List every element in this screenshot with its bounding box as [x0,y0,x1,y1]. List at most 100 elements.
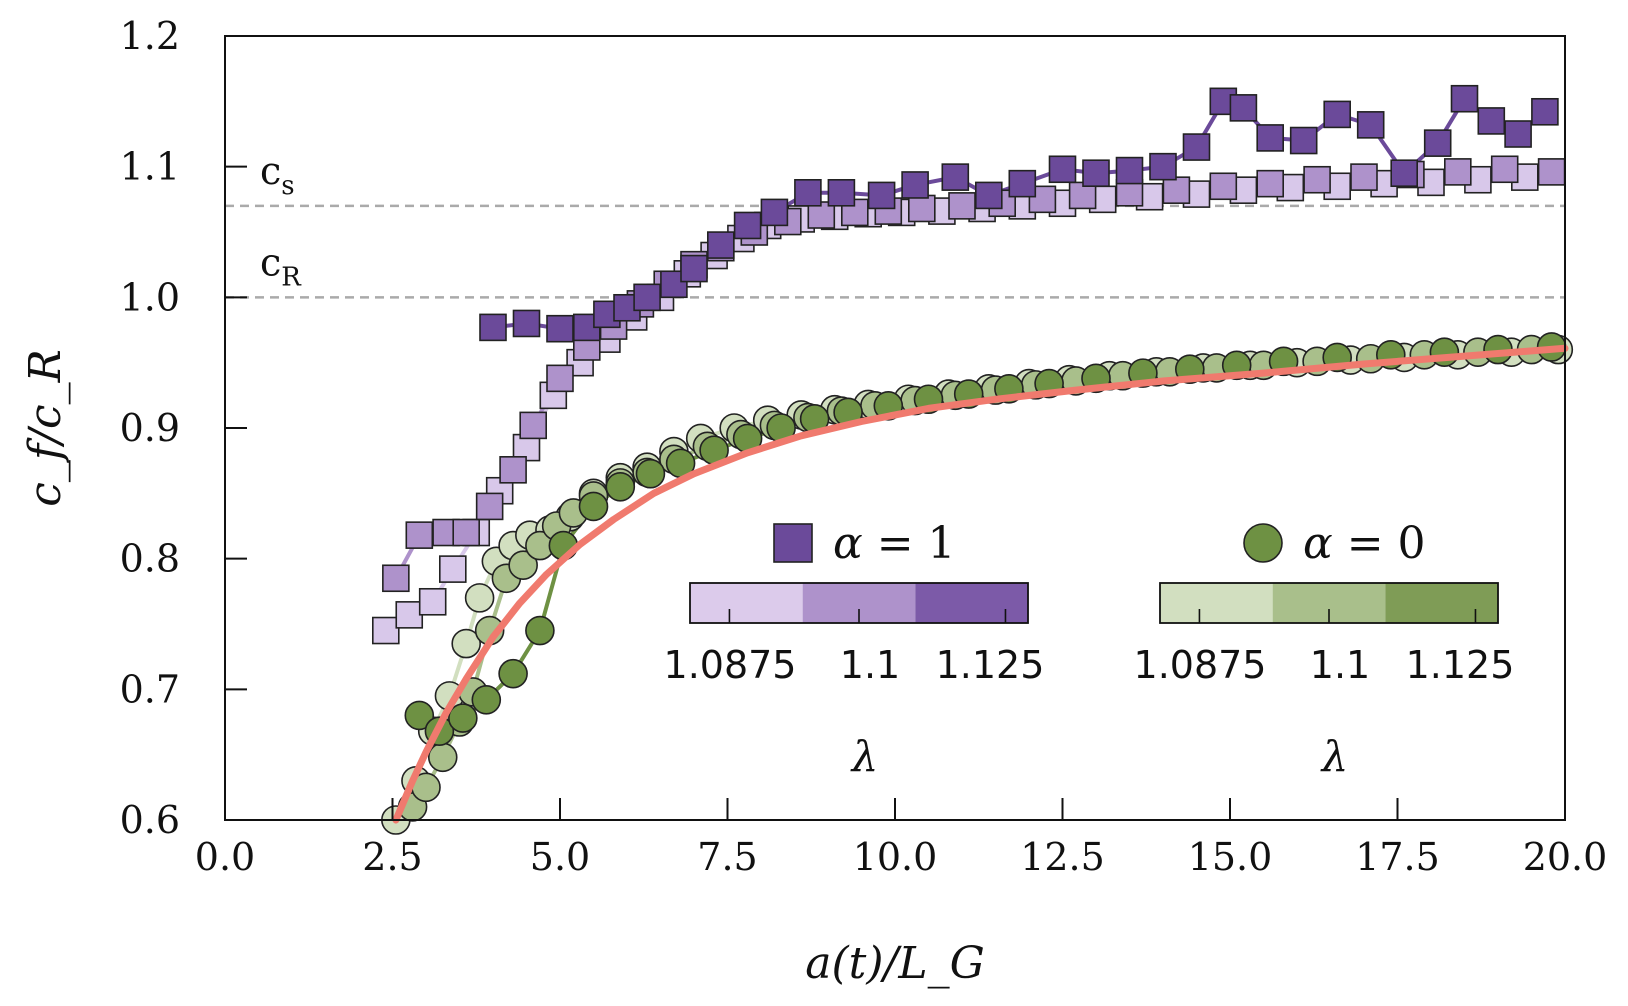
colorbar-title: λ [850,732,879,781]
data-point [1115,156,1144,185]
data-point [827,179,856,207]
reference-label-R: cR [260,240,302,292]
colorbar-title: λ [1320,732,1349,781]
series-line-circle-1.1 [410,347,1532,809]
data-point [438,555,467,583]
data-point [974,181,1003,210]
y-tick-label: 1.2 [120,14,180,58]
legend-label: α = 0 [1303,518,1426,569]
data-point [546,364,574,393]
data-point [760,198,789,227]
x-tick-label: 5.0 [530,835,590,879]
data-point [605,471,636,502]
x-tick-label: 12.5 [1020,835,1105,879]
data-point [1429,337,1460,368]
data-point [1048,155,1077,184]
legend-marker-square [773,523,813,563]
data-point [680,254,708,283]
data-point [907,194,936,223]
data-point [508,550,538,581]
legend-label: α = 1 [833,518,956,569]
y-tick-label: 1.0 [120,275,180,319]
colorbar-segment [690,583,803,623]
colorbar-tick-label: 1.0875 [664,643,797,687]
reference-labels: cs cR [260,149,302,292]
data-point [1323,100,1351,129]
colorbar-tick-label: 1.0875 [1134,643,1267,687]
y-tick-label: 0.7 [120,667,180,711]
data-point [479,313,507,342]
data-point [1008,169,1037,198]
x-tick-label: 0.0 [195,835,255,879]
data-point [1504,120,1532,148]
data-point [418,587,447,616]
colorbar-tick-label: 1.1 [840,643,900,687]
data-point [794,179,822,207]
data-point [1356,111,1385,139]
data-point [1229,94,1258,122]
y-tick-label: 0.9 [120,406,180,450]
data-point [1209,172,1238,201]
legend: α = 1 α = 0 [773,518,1426,569]
colorbar-tick-label: 1.125 [1406,643,1515,687]
data-point [498,658,528,689]
data-point [867,181,896,210]
y-tick-label: 1.1 [120,145,180,189]
data-points [371,84,1574,835]
data-point [1450,84,1479,113]
y-axis-title: c_f/c_R [20,349,71,507]
data-point [1162,176,1191,204]
data-point [395,601,424,629]
data-point [733,211,762,240]
data-point [382,564,410,593]
data-point [452,518,481,547]
data-point [1082,159,1110,187]
data-point [427,742,458,773]
data-point [1350,163,1378,191]
data-point [1390,159,1418,187]
data-point [1289,126,1318,155]
data-point [1423,129,1452,157]
data-point [1256,124,1284,152]
colorbar-tick-label: 1.125 [936,643,1045,687]
colorbar-segment [1385,583,1498,623]
legend-marker-circle [1243,523,1283,563]
x-tick-label: 7.5 [697,835,757,879]
data-point [371,616,400,645]
data-point [1537,158,1566,186]
y-tick-label: 0.8 [120,537,180,581]
data-point [464,583,495,613]
reference-label-s: cs [260,149,295,201]
x-tick-label: 20.0 [1523,835,1608,879]
fit-curve-line [392,344,1569,824]
data-point [706,231,735,259]
data-point [512,309,541,338]
data-point [1444,158,1472,186]
data-point [1149,152,1177,181]
data-point [901,171,929,199]
x-tick-label: 10.0 [853,835,938,879]
reference-lines [225,204,1565,299]
data-point [633,283,661,312]
x-tick-label: 15.0 [1188,835,1273,879]
data-point [475,492,504,521]
data-point [578,491,609,522]
colorbar-segment [1160,583,1273,623]
data-point [1182,133,1211,161]
colorbars: 1.0875 1.1 1.125 λ 1.0875 1.1 1.125 λ [664,582,1515,781]
data-point [1531,97,1559,126]
colorbar-segment [915,583,1028,623]
data-point [635,458,666,489]
data-point [948,192,976,220]
data-point [1303,165,1331,194]
data-point [525,615,555,646]
data-point [1477,107,1506,135]
data-point [546,314,574,343]
data-point [1490,155,1519,184]
data-point [448,703,478,733]
data-point [405,521,434,549]
x-tick-label: 2.5 [362,835,422,879]
data-point [1028,185,1057,214]
data-point [660,270,688,299]
